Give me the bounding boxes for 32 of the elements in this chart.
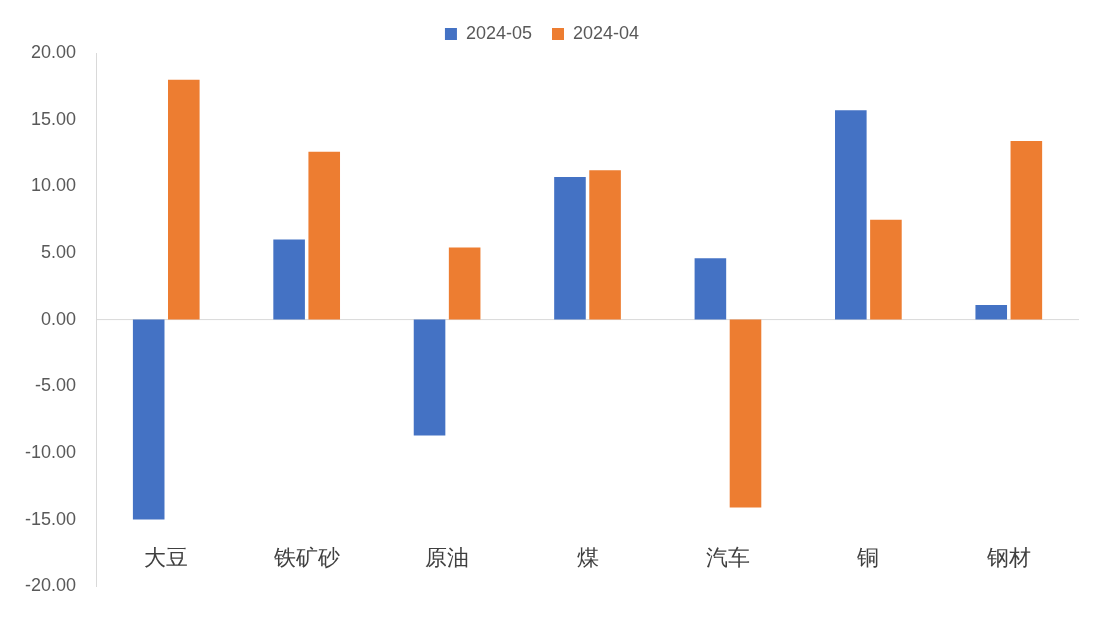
bar: [870, 219, 902, 320]
bar: [835, 110, 867, 320]
y-tick-label: 20.00: [30, 41, 77, 62]
y-tick-label: 0.00: [40, 308, 77, 329]
x-tick-label: 铜: [856, 545, 880, 571]
bar: [168, 79, 200, 320]
x-tick-label: 煤: [576, 545, 599, 571]
bar: [554, 176, 586, 320]
bar: [308, 151, 341, 320]
x-tick-label: 钢材: [985, 545, 1031, 571]
bar: [694, 258, 727, 320]
bar: [132, 319, 165, 520]
y-tick-label: 15.00: [30, 108, 77, 129]
x-tick-label: 大豆: [144, 545, 189, 571]
legend-label: 2024-05: [465, 22, 532, 43]
x-tick-label: 原油: [425, 545, 470, 571]
y-tick-label: 10.00: [30, 175, 77, 196]
bar: [448, 247, 481, 320]
bar: [729, 319, 762, 508]
y-tick-label: -10.00: [24, 441, 77, 462]
bar: [413, 319, 446, 436]
x-tick-label: 汽车: [705, 545, 750, 571]
y-tick-label: 5.00: [40, 241, 77, 262]
bar: [975, 304, 1008, 320]
bar: [1010, 140, 1043, 320]
y-tick-label: -20.00: [24, 575, 77, 596]
legend-label: 2024-04: [573, 22, 640, 43]
y-tick-label: -5.00: [35, 375, 77, 396]
bar: [589, 170, 621, 320]
bar: [273, 239, 305, 320]
x-tick-label: 铁矿砂: [272, 545, 340, 571]
y-tick-label: -15.00: [24, 508, 77, 529]
